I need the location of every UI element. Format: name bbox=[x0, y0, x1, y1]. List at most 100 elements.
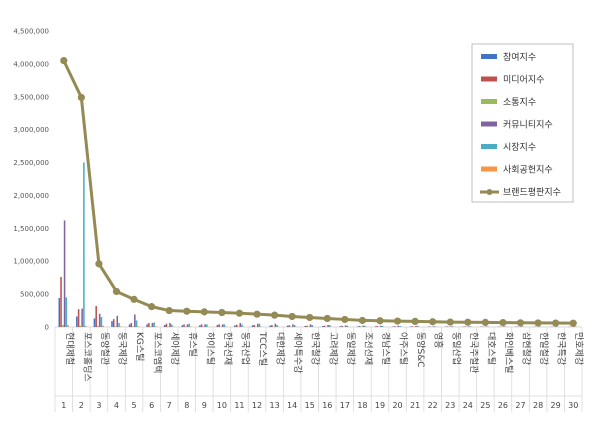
bar bbox=[364, 325, 366, 327]
line-point bbox=[569, 319, 577, 327]
rank-label: 11 bbox=[234, 401, 244, 410]
line-point bbox=[429, 318, 437, 326]
line-point bbox=[534, 319, 542, 327]
bar bbox=[165, 323, 168, 327]
bar bbox=[134, 314, 136, 327]
category-label: 아주스틸 bbox=[398, 332, 409, 365]
line-point bbox=[60, 57, 68, 65]
bar bbox=[172, 326, 175, 327]
line-point bbox=[341, 315, 349, 324]
bar bbox=[374, 326, 377, 327]
bar bbox=[311, 325, 314, 327]
bar bbox=[62, 325, 64, 327]
y-tick-label: 500,000 bbox=[20, 291, 49, 299]
bar bbox=[502, 326, 505, 327]
bar bbox=[97, 325, 99, 327]
y-tick-label: 0 bbox=[45, 324, 49, 332]
legend-label: 소통지수 bbox=[503, 97, 536, 108]
rank-label: 15 bbox=[305, 401, 315, 410]
rank-label: 29 bbox=[551, 401, 561, 410]
y-tick-label: 4,000,000 bbox=[13, 60, 49, 68]
bar bbox=[434, 326, 436, 327]
bar bbox=[399, 326, 401, 327]
bar bbox=[416, 325, 419, 327]
bar bbox=[469, 326, 472, 327]
bar bbox=[276, 325, 278, 327]
line-point bbox=[481, 318, 489, 326]
category-label: 영흥 bbox=[433, 332, 445, 349]
bar bbox=[137, 326, 140, 327]
line-point bbox=[411, 317, 419, 326]
category-label: 동양철관 bbox=[99, 332, 110, 365]
bar bbox=[358, 326, 361, 327]
bar bbox=[84, 325, 87, 327]
rank-label: 2 bbox=[79, 401, 84, 410]
line-point bbox=[552, 319, 560, 327]
bar bbox=[292, 324, 294, 327]
rank-label: 22 bbox=[428, 401, 438, 410]
rank-label: 9 bbox=[202, 401, 207, 410]
category-label: 한국특강 bbox=[556, 332, 567, 365]
y-tick-label: 2,000,000 bbox=[13, 192, 49, 200]
category-label: 만호제강 bbox=[573, 332, 584, 365]
bar bbox=[450, 326, 452, 327]
category-label: 한일철강 bbox=[538, 332, 549, 365]
bar bbox=[357, 326, 359, 327]
bar bbox=[341, 325, 343, 327]
category-label: 조선선재 bbox=[362, 332, 373, 365]
bar bbox=[432, 326, 435, 327]
bar bbox=[200, 324, 203, 327]
bar bbox=[286, 325, 289, 327]
bar bbox=[241, 324, 243, 327]
bar bbox=[467, 326, 470, 327]
y-tick-label: 2,500,000 bbox=[13, 159, 49, 167]
bar bbox=[148, 323, 150, 327]
category-label: 삼현철강 bbox=[521, 332, 532, 365]
rank-label: 18 bbox=[357, 401, 367, 410]
bar bbox=[77, 309, 80, 327]
bar bbox=[60, 277, 62, 327]
bar bbox=[429, 326, 431, 327]
category-label: 현대제철 bbox=[64, 332, 75, 365]
bar bbox=[65, 297, 68, 327]
rank-label: 13 bbox=[269, 401, 279, 410]
bar bbox=[112, 319, 115, 327]
rank-label: 20 bbox=[392, 401, 402, 410]
bar bbox=[235, 324, 238, 327]
line-point bbox=[270, 311, 279, 319]
bar bbox=[381, 326, 384, 327]
category-label: 경남스틸 bbox=[380, 332, 392, 365]
bar bbox=[221, 324, 224, 327]
legend-marker bbox=[486, 189, 493, 195]
bar bbox=[100, 317, 103, 327]
bar bbox=[79, 325, 82, 327]
legend-label: 미디어지수 bbox=[503, 75, 544, 86]
line-point bbox=[446, 318, 454, 326]
bar bbox=[63, 220, 66, 327]
line-series-group bbox=[60, 57, 577, 327]
bar bbox=[344, 325, 347, 327]
bar bbox=[376, 326, 379, 327]
legend-swatch bbox=[481, 121, 497, 127]
bar bbox=[339, 326, 342, 327]
bar bbox=[452, 326, 454, 327]
y-tick-label: 3,500,000 bbox=[13, 93, 49, 101]
bar bbox=[258, 323, 261, 327]
line-point bbox=[393, 317, 402, 325]
line-point bbox=[218, 308, 226, 317]
bar bbox=[269, 325, 271, 327]
rank-label: 25 bbox=[480, 401, 490, 410]
bar bbox=[223, 324, 226, 327]
bar bbox=[362, 325, 364, 327]
bar bbox=[520, 326, 523, 327]
bar bbox=[83, 162, 85, 327]
bar bbox=[415, 326, 417, 327]
bar bbox=[114, 326, 117, 327]
rank-label: 17 bbox=[340, 401, 350, 410]
bar bbox=[95, 305, 97, 327]
bar bbox=[206, 324, 208, 327]
bar bbox=[293, 325, 296, 327]
y-tick-label: 3,000,000 bbox=[13, 126, 49, 134]
